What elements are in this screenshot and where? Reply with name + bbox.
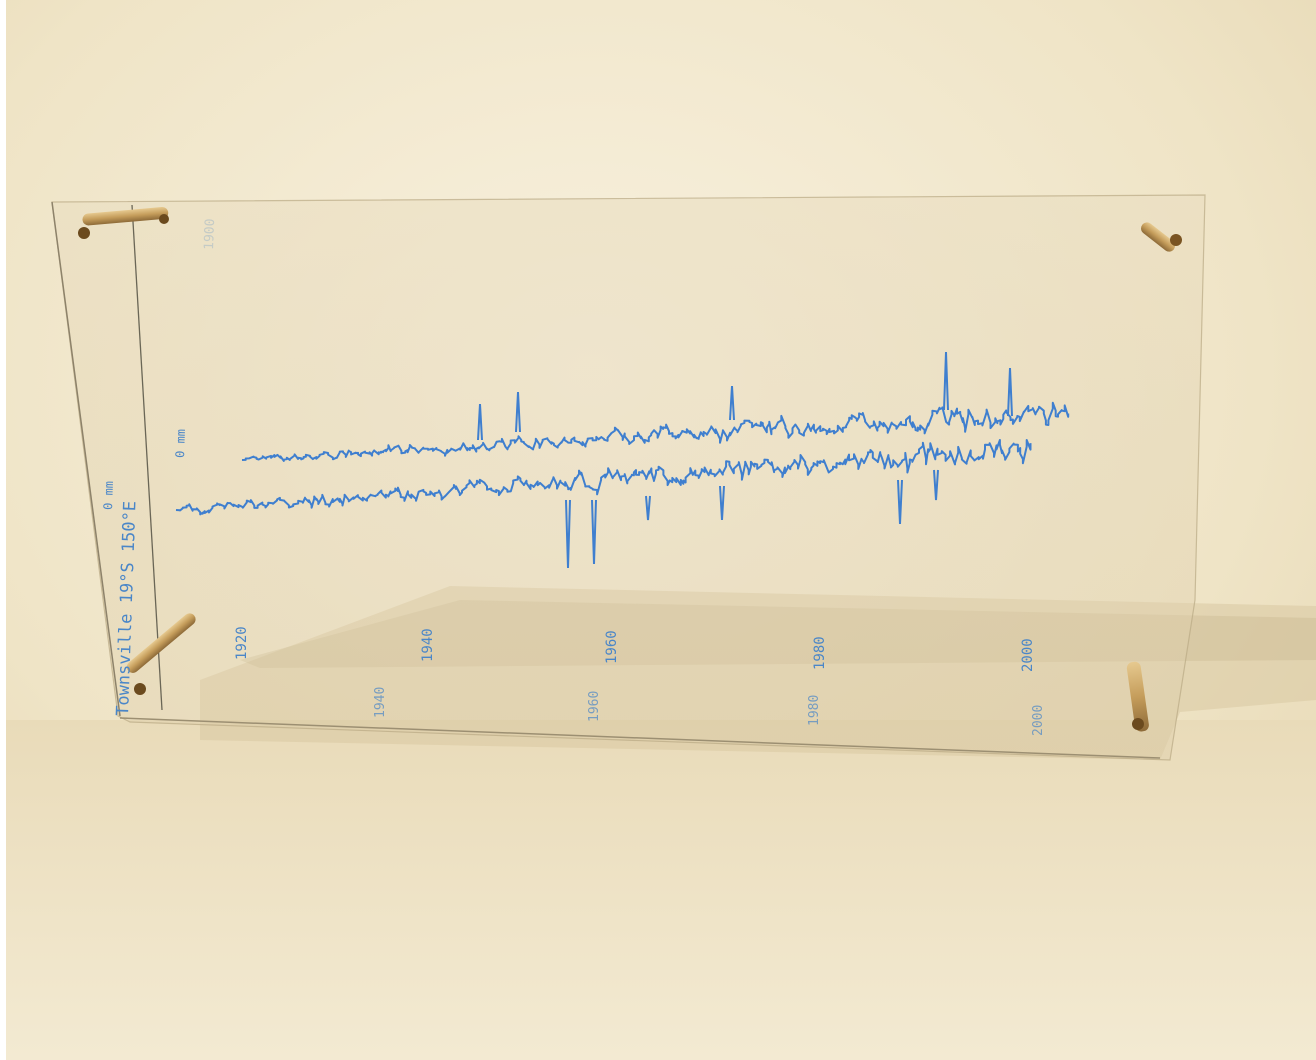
lower-trace-spike	[719, 485, 725, 521]
shadow-year-label-1960: 1960	[587, 691, 602, 722]
upper-trace-spike	[943, 351, 949, 411]
photo-border	[0, 0, 6, 1060]
upper-trace-spike	[477, 403, 483, 441]
upper-trace	[241, 401, 1070, 462]
lower-trace-spike	[645, 495, 651, 521]
shadow-year-label-2000: 2000	[1031, 705, 1046, 736]
baseline-marker: 0 mm	[101, 481, 116, 510]
floor-surface	[0, 720, 1316, 1060]
year-label-1920: 1920	[234, 626, 250, 660]
upper-baseline-marker: 0 mm	[173, 429, 188, 458]
lower-trace-spike	[565, 499, 571, 569]
shadow-year-label-1940: 1940	[373, 687, 388, 718]
upper-trace-spike	[515, 391, 521, 433]
year-label-1960: 1960	[604, 630, 620, 664]
upper-trace-spike	[1007, 367, 1013, 417]
lower-trace-spike	[933, 469, 939, 501]
shadow-year-labels: 1940 1960 1980 2000	[373, 687, 1046, 736]
lower-trace-spike	[897, 479, 903, 525]
standoff-bottom-left	[126, 613, 196, 695]
lower-trace-spike	[591, 499, 597, 565]
faint-year-label: 1900	[202, 218, 218, 250]
lower-trace	[175, 439, 1032, 516]
standoff-top-left	[78, 207, 169, 239]
ink-traces	[175, 351, 1070, 569]
year-label-1940: 1940	[420, 628, 436, 662]
upper-trace-spike	[729, 385, 735, 421]
year-label-1980: 1980	[812, 636, 828, 670]
standoff-top-right	[1141, 222, 1182, 252]
shadow-year-label-1980: 1980	[807, 695, 822, 726]
acrylic-panel	[51, 194, 1206, 761]
panel-edge-left	[51, 201, 121, 717]
panel-edge-bottom	[119, 717, 1161, 759]
standoff-bottom-right	[1126, 661, 1149, 732]
year-label-2000: 2000	[1020, 638, 1036, 672]
axis-line	[131, 204, 163, 711]
year-labels: 1920 1940 1960 1980 2000	[234, 626, 1036, 672]
